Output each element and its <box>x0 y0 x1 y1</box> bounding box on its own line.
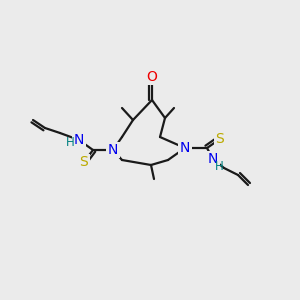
Text: S: S <box>80 155 88 169</box>
Text: N: N <box>74 133 84 147</box>
Text: H: H <box>214 160 224 172</box>
Text: N: N <box>180 141 190 155</box>
Text: N: N <box>108 143 118 157</box>
Text: N: N <box>208 152 218 166</box>
Text: H: H <box>66 136 74 149</box>
Text: O: O <box>147 70 158 84</box>
Text: S: S <box>216 132 224 146</box>
